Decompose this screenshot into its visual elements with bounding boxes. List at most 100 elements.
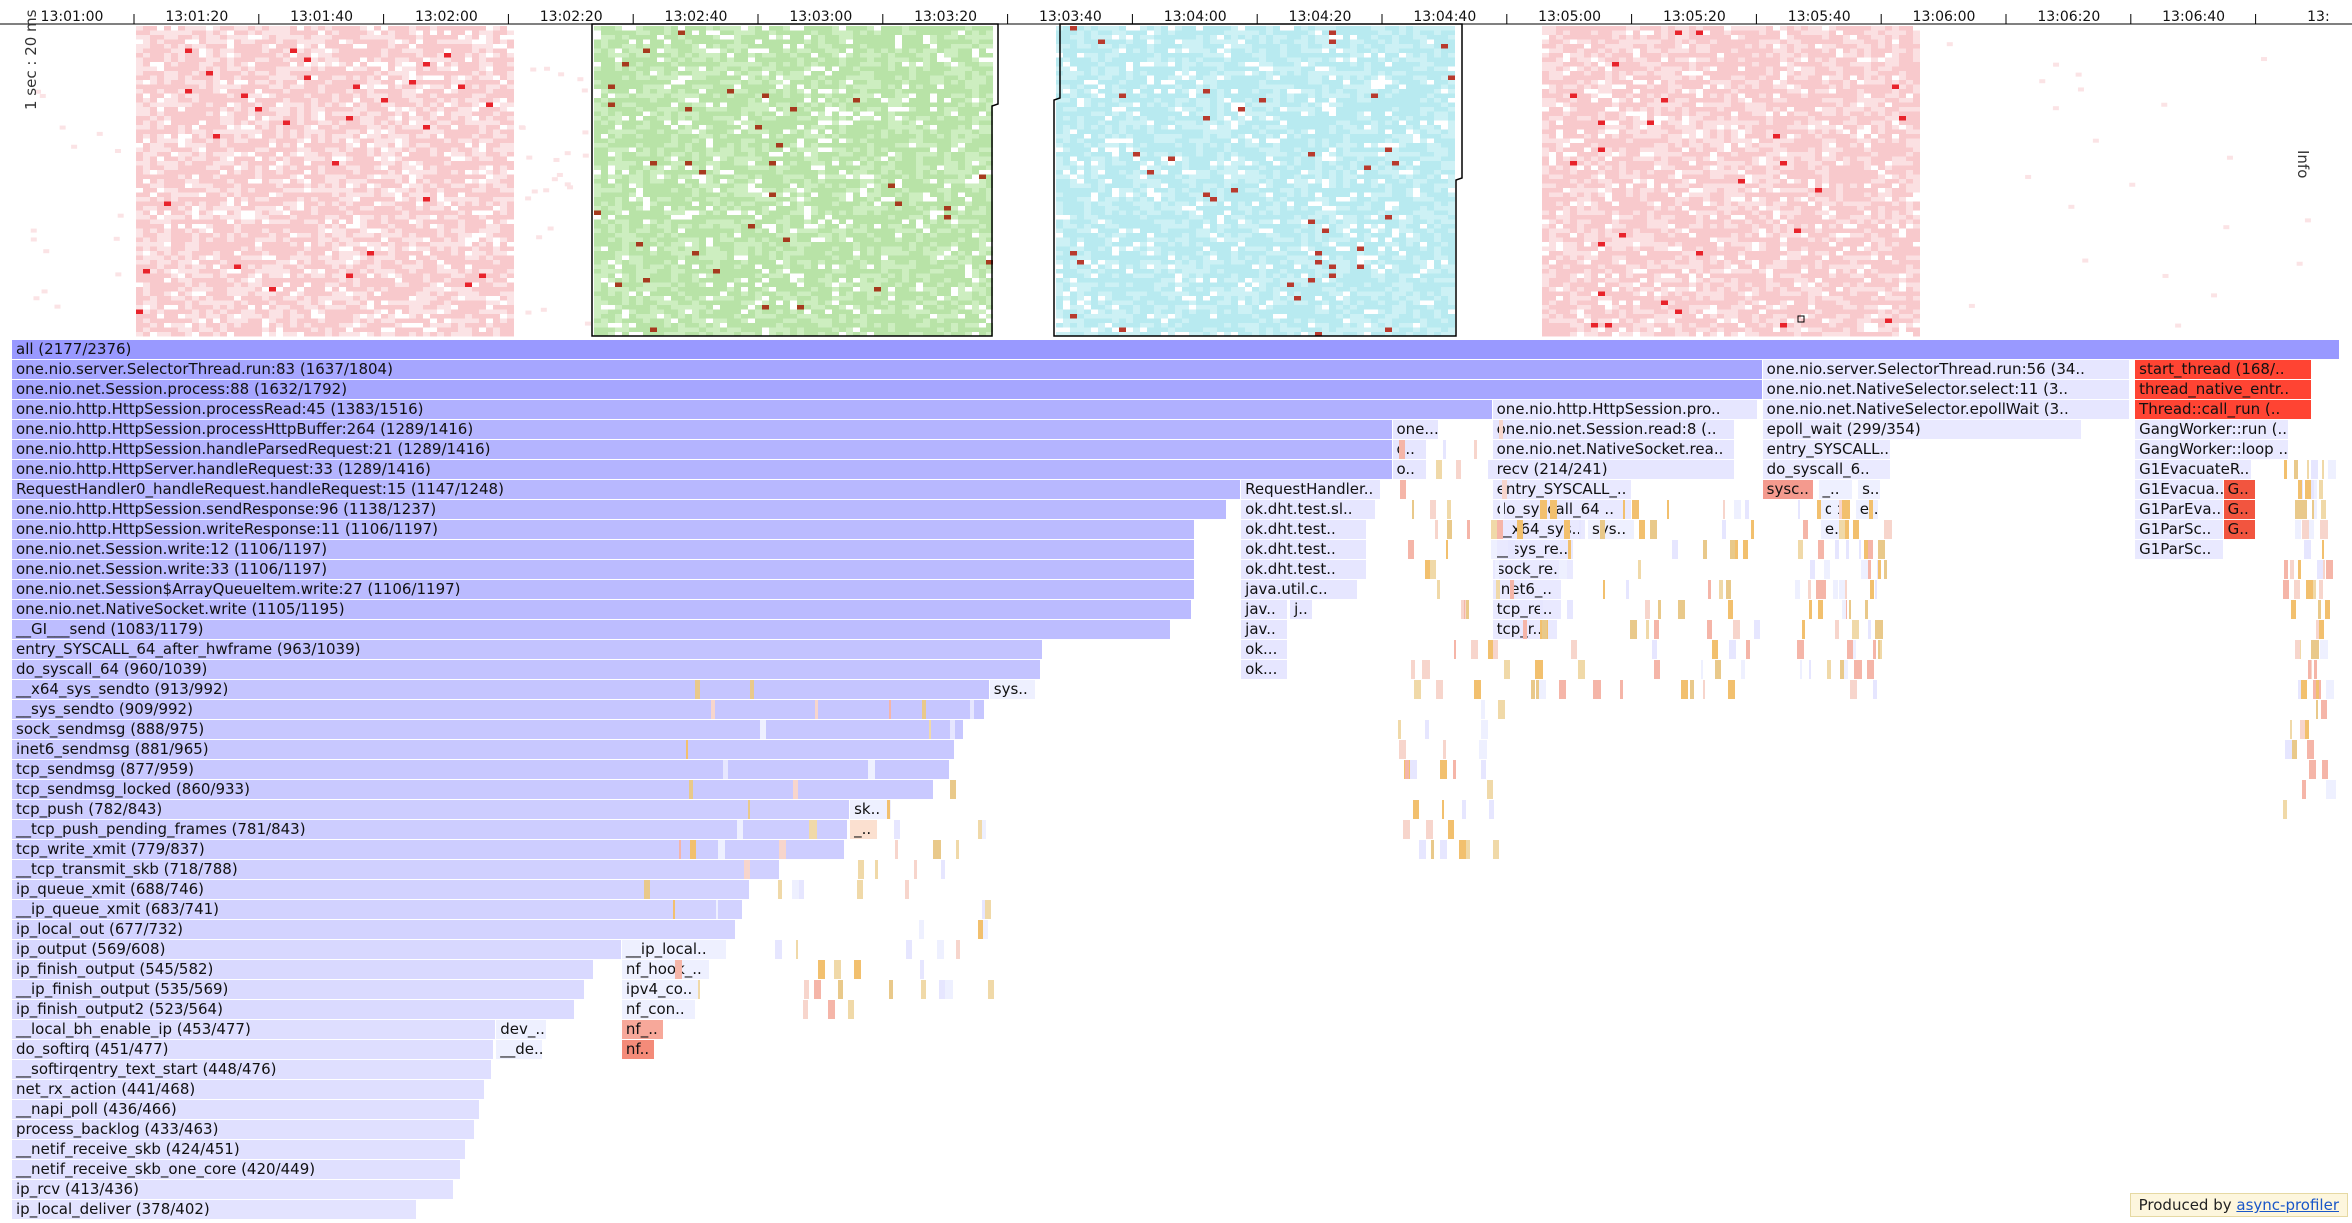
heatmap-cell[interactable] <box>664 255 671 261</box>
heatmap-cell[interactable] <box>699 98 706 103</box>
heatmap-cell[interactable] <box>650 89 657 94</box>
heatmap-cell[interactable] <box>713 120 720 126</box>
heatmap-cell[interactable] <box>234 300 241 306</box>
heatmap-cell[interactable] <box>171 242 178 247</box>
heatmap-cell[interactable] <box>493 143 500 148</box>
heatmap-cell[interactable] <box>755 210 762 216</box>
heatmap-cell[interactable] <box>671 282 678 288</box>
heatmap-cell[interactable] <box>297 107 304 112</box>
heatmap-cell[interactable] <box>339 309 346 315</box>
heatmap-cell[interactable] <box>416 98 423 103</box>
heatmap-cell[interactable] <box>241 287 248 292</box>
heatmap-cell[interactable] <box>374 170 381 175</box>
heatmap-cell[interactable] <box>444 111 451 117</box>
heatmap-cell[interactable] <box>164 206 171 211</box>
heatmap-cell[interactable] <box>601 179 608 184</box>
heatmap-cell[interactable] <box>430 309 437 315</box>
heatmap-cell[interactable] <box>720 210 727 216</box>
heatmap-cell[interactable] <box>269 273 276 279</box>
heatmap-cell[interactable] <box>678 201 685 207</box>
heatmap-cell[interactable] <box>486 179 493 184</box>
heatmap-cell[interactable] <box>395 228 402 234</box>
heatmap-cell[interactable] <box>367 48 374 54</box>
heatmap-cell[interactable] <box>629 269 636 274</box>
heatmap-cell[interactable] <box>192 89 199 94</box>
heatmap-cell[interactable] <box>185 66 192 72</box>
heatmap-cell[interactable] <box>416 215 423 220</box>
heatmap-cell[interactable] <box>479 237 486 243</box>
heatmap-cell[interactable] <box>451 215 458 220</box>
heatmap-cell[interactable] <box>727 206 734 211</box>
heatmap-cell[interactable] <box>479 251 486 256</box>
heatmap-cell[interactable] <box>727 215 734 220</box>
heatmap-cell[interactable] <box>713 179 720 184</box>
heatmap-cell[interactable] <box>720 318 727 324</box>
heatmap-cell[interactable] <box>248 48 255 54</box>
heatmap-cell[interactable] <box>276 143 283 148</box>
heatmap-cell[interactable] <box>213 273 220 279</box>
heatmap-cell[interactable] <box>276 138 283 144</box>
heatmap-cell[interactable] <box>636 237 643 243</box>
heatmap-cell[interactable] <box>720 206 727 211</box>
heatmap-cell[interactable] <box>213 75 220 81</box>
heatmap-cell[interactable] <box>213 26 220 31</box>
heatmap-cell[interactable] <box>367 35 374 40</box>
heatmap-cell[interactable] <box>657 44 664 49</box>
heatmap-cell[interactable] <box>213 116 220 121</box>
heatmap-cell[interactable] <box>444 296 451 301</box>
heatmap-cell[interactable] <box>734 179 741 184</box>
heatmap-cell[interactable] <box>283 120 290 126</box>
heatmap-cell[interactable] <box>769 138 776 144</box>
heatmap-cell[interactable] <box>507 102 514 108</box>
heatmap-cell[interactable] <box>213 161 220 166</box>
heatmap-cell[interactable] <box>290 197 297 202</box>
heatmap-cell[interactable] <box>297 75 304 81</box>
heatmap-cell[interactable] <box>297 314 304 319</box>
heatmap-cell[interactable] <box>332 264 339 270</box>
heatmap-cell[interactable] <box>136 62 143 67</box>
heatmap-cell[interactable] <box>248 89 255 94</box>
heatmap-cell[interactable] <box>311 174 318 180</box>
heatmap-cell[interactable] <box>608 278 615 283</box>
heatmap-cell[interactable] <box>608 219 615 225</box>
heatmap-cell[interactable] <box>255 102 262 108</box>
heatmap-cell[interactable] <box>346 125 353 130</box>
heatmap-cell[interactable] <box>741 233 748 238</box>
heatmap-cell[interactable] <box>290 323 297 328</box>
heatmap-cell[interactable] <box>437 291 444 297</box>
heatmap-cell[interactable] <box>297 305 304 310</box>
heatmap-cell[interactable] <box>451 197 458 202</box>
heatmap-cell[interactable] <box>227 273 234 279</box>
heatmap-cell[interactable] <box>416 318 423 324</box>
heatmap-cell[interactable] <box>262 278 269 283</box>
heatmap-cell[interactable] <box>297 215 304 220</box>
heatmap-cell[interactable] <box>444 233 451 238</box>
heatmap-cell[interactable] <box>213 215 220 220</box>
heatmap-cell[interactable] <box>353 287 360 292</box>
heatmap-cell[interactable] <box>164 30 171 36</box>
heatmap-cell[interactable] <box>685 89 692 94</box>
heatmap-cell[interactable] <box>493 287 500 292</box>
heatmap-cell[interactable] <box>255 318 262 324</box>
heatmap-cell[interactable] <box>248 66 255 72</box>
heatmap-cell[interactable] <box>227 120 234 126</box>
heatmap-cell[interactable] <box>143 98 150 103</box>
heatmap-cell[interactable] <box>297 296 304 301</box>
heatmap-cell[interactable] <box>465 269 472 274</box>
heatmap-cell[interactable] <box>678 323 685 328</box>
heatmap-cell[interactable] <box>185 71 192 76</box>
heatmap-cell[interactable] <box>671 161 678 166</box>
heatmap-cell[interactable] <box>157 125 164 130</box>
heatmap-cell[interactable] <box>615 255 622 261</box>
heatmap-cell[interactable] <box>227 210 234 216</box>
heatmap-cell[interactable] <box>262 291 269 297</box>
heatmap-cell[interactable] <box>664 291 671 297</box>
heatmap-cell[interactable] <box>150 197 157 202</box>
heatmap-cell[interactable] <box>192 66 199 72</box>
heatmap-cell[interactable] <box>727 26 734 31</box>
heatmap-cell[interactable] <box>500 278 507 283</box>
heatmap-cell[interactable] <box>332 35 339 40</box>
heatmap-cell[interactable] <box>762 255 769 261</box>
heatmap-cell[interactable] <box>734 278 741 283</box>
heatmap-cell[interactable] <box>458 197 465 202</box>
